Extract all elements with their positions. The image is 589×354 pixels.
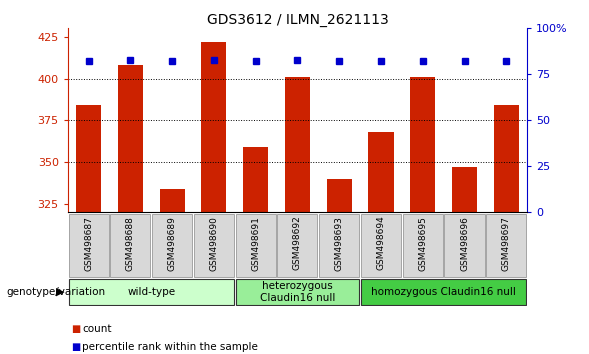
FancyBboxPatch shape — [152, 214, 192, 276]
FancyBboxPatch shape — [194, 214, 234, 276]
Bar — [118, 65, 143, 212]
Text: ▶: ▶ — [57, 287, 65, 297]
Bar — [160, 189, 185, 212]
Text: percentile rank within the sample: percentile rank within the sample — [82, 342, 259, 352]
Bar — [452, 167, 477, 212]
Text: GSM498693: GSM498693 — [335, 216, 344, 270]
Text: count: count — [82, 324, 112, 334]
FancyBboxPatch shape — [110, 214, 150, 276]
Bar — [201, 42, 226, 212]
Text: GSM498694: GSM498694 — [376, 216, 385, 270]
Text: GSM498691: GSM498691 — [251, 216, 260, 270]
Text: GSM498696: GSM498696 — [460, 216, 469, 270]
Bar — [410, 77, 435, 212]
Text: GSM498690: GSM498690 — [210, 216, 219, 270]
Bar — [285, 77, 310, 212]
Bar — [243, 147, 268, 212]
Text: wild-type: wild-type — [127, 287, 176, 297]
Text: ■: ■ — [71, 342, 80, 352]
Text: genotype/variation: genotype/variation — [6, 287, 105, 297]
FancyBboxPatch shape — [277, 214, 317, 276]
FancyBboxPatch shape — [236, 279, 359, 305]
FancyBboxPatch shape — [445, 214, 485, 276]
Text: GSM498695: GSM498695 — [418, 216, 427, 270]
Bar — [369, 132, 393, 212]
Bar — [76, 105, 101, 212]
Text: homozygous Claudin16 null: homozygous Claudin16 null — [371, 287, 516, 297]
FancyBboxPatch shape — [361, 279, 527, 305]
Text: GSM498692: GSM498692 — [293, 216, 302, 270]
FancyBboxPatch shape — [68, 214, 108, 276]
Bar — [494, 105, 519, 212]
FancyBboxPatch shape — [487, 214, 527, 276]
Text: GSM498689: GSM498689 — [168, 216, 177, 270]
Title: GDS3612 / ILMN_2621113: GDS3612 / ILMN_2621113 — [207, 13, 388, 27]
Text: ■: ■ — [71, 324, 80, 334]
Bar — [327, 179, 352, 212]
FancyBboxPatch shape — [68, 279, 234, 305]
FancyBboxPatch shape — [319, 214, 359, 276]
FancyBboxPatch shape — [403, 214, 443, 276]
Text: GSM498687: GSM498687 — [84, 216, 93, 270]
FancyBboxPatch shape — [361, 214, 401, 276]
FancyBboxPatch shape — [236, 214, 276, 276]
Text: heterozygous
Claudin16 null: heterozygous Claudin16 null — [260, 281, 335, 303]
Text: GSM498697: GSM498697 — [502, 216, 511, 270]
Text: GSM498688: GSM498688 — [126, 216, 135, 270]
